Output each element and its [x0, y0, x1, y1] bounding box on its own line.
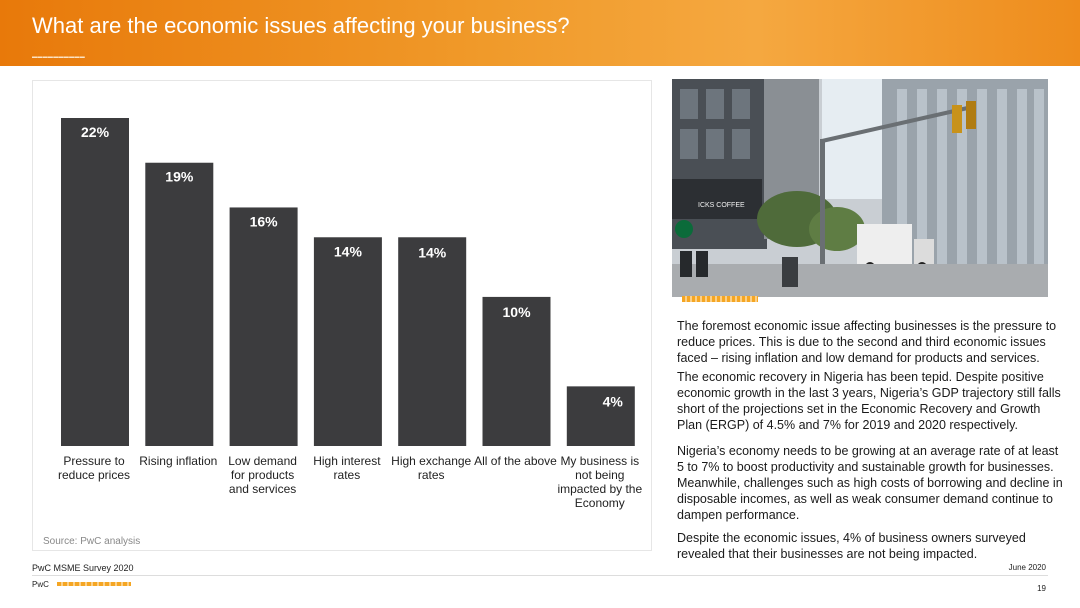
bar-5 — [398, 237, 467, 446]
category-label-4: High interest rates — [313, 454, 381, 482]
category-label-3: Low demand for products and services — [228, 454, 297, 496]
bar-4 — [313, 237, 382, 446]
footer-survey: PwC MSME Survey 2020 — [32, 563, 134, 573]
bar-7 — [566, 386, 635, 446]
paragraph-3: Nigeria’s economy needs to be growing at… — [677, 444, 1063, 522]
title-banner: What are the economic issues affecting y… — [0, 0, 1080, 66]
chart-source: Source: PwC analysis — [43, 536, 141, 547]
footer-divider — [32, 575, 1048, 576]
page-title: What are the economic issues affecting y… — [32, 13, 570, 38]
data-label-5: 14% — [418, 244, 447, 260]
bar-3 — [229, 207, 298, 446]
data-label-3: 16% — [250, 213, 279, 229]
bar-1 — [61, 118, 129, 446]
footer-brand-stripe — [57, 582, 131, 586]
paragraph-4: Despite the economic issues, 4% of busin… — [677, 531, 1026, 561]
category-label-1: Pressure to reduce prices — [57, 454, 131, 482]
bar-2 — [145, 162, 214, 446]
data-label-7: 4% — [603, 393, 624, 409]
street-photo: ICKS COFFEE — [672, 79, 1048, 297]
banner-fine-print: ▬▬▬▬▬▬▬▬▬▬ — [32, 54, 85, 60]
category-label-2: Rising inflation — [139, 454, 218, 468]
storefront-sign: ICKS COFFEE — [698, 202, 745, 209]
bar-chart: 22% 19% 16% 14% 14% 10% 4% — [61, 118, 635, 446]
category-label-7: My business is not being impacted by the Ec… — [557, 454, 643, 510]
data-label-6: 10% — [503, 304, 532, 320]
street-photo-image: ICKS COFFEE — [672, 79, 1048, 297]
footer-brand: PwC — [32, 580, 49, 589]
photo-accent-stripe — [682, 296, 758, 302]
data-label-4: 14% — [334, 243, 363, 259]
footer-date: June 2020 — [1008, 563, 1046, 572]
category-label-5: High exchange rates — [391, 454, 472, 482]
page-number: 19 — [1037, 584, 1046, 593]
category-label-6: All of the above — [474, 454, 557, 468]
paragraph-2: The economic recovery in Nigeria has bee… — [677, 370, 1061, 432]
paragraph-1: The foremost economic issue affecting bu… — [677, 319, 1057, 365]
data-label-2: 19% — [165, 169, 194, 185]
data-label-1: 22% — [81, 124, 110, 140]
bar-6 — [482, 296, 551, 446]
chart-panel: 22% 19% 16% 14% 14% 10% 4% — [32, 80, 652, 551]
